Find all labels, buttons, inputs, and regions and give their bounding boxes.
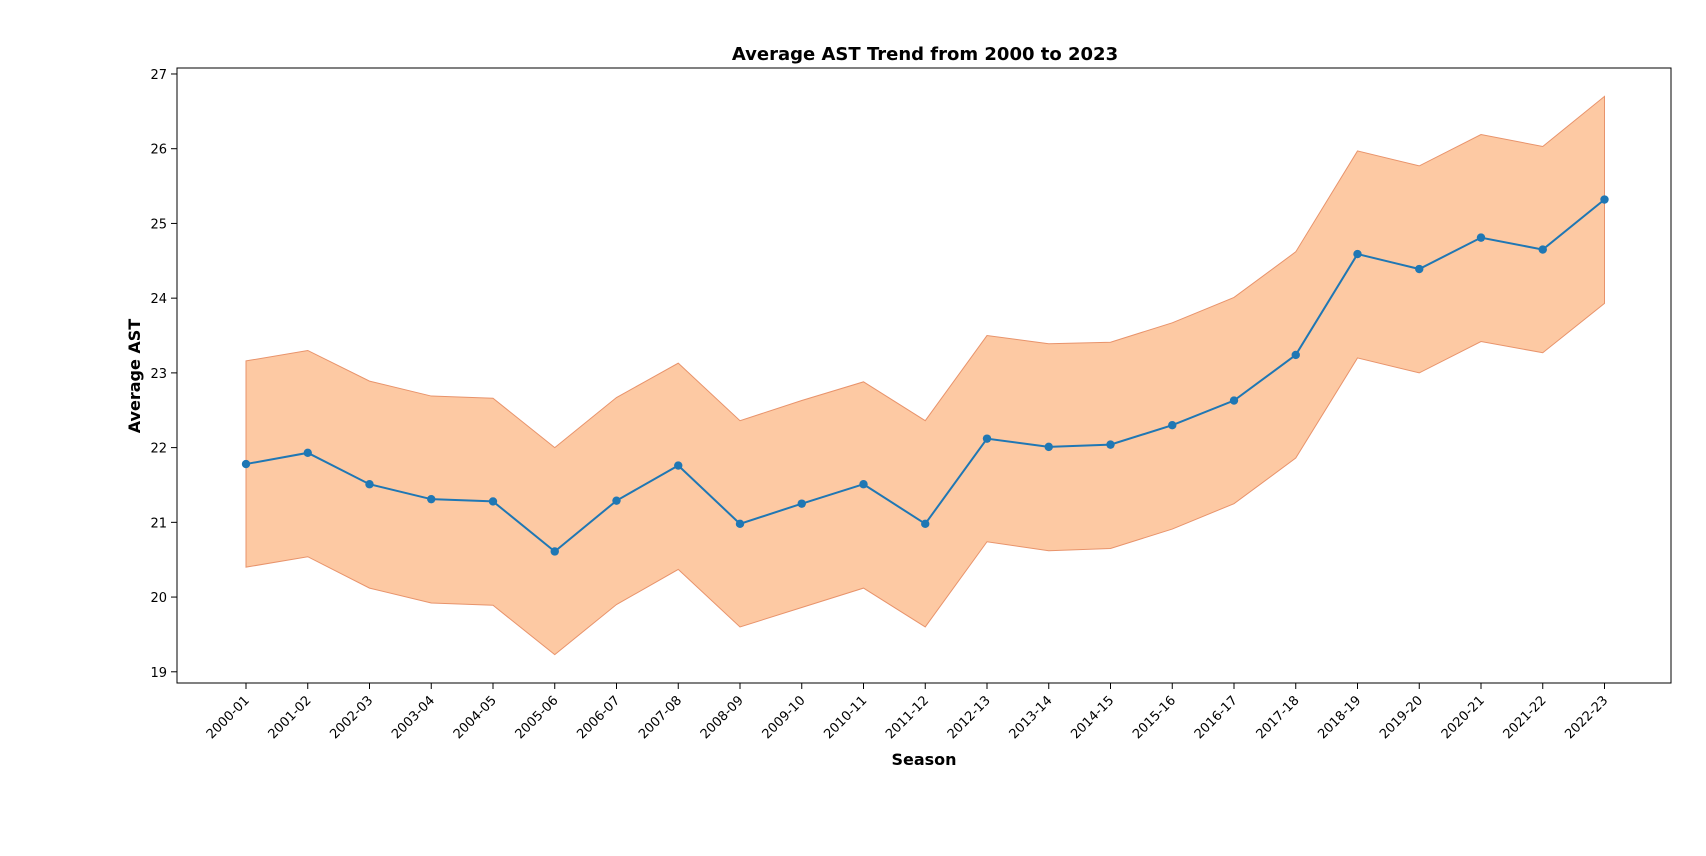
x-tick-label-2019-20: 2019-20: [1377, 693, 1426, 742]
x-tick-label-2009-10: 2009-10: [760, 693, 809, 742]
y-axis-label: Average AST: [125, 319, 144, 434]
confidence-band: [245, 95, 1605, 656]
y-axis-ticks: 19 20 21 22 23 24 25 26 27: [150, 68, 177, 681]
data-point-2016-17: [1229, 396, 1239, 405]
x-tick-label-2012-13: 2012-13: [945, 693, 994, 742]
y-tick-label-23: 23: [150, 367, 167, 382]
data-point-2019-20: [1415, 264, 1424, 274]
x-tick-label-2006-07: 2006-07: [574, 693, 623, 742]
data-point-2006-07: [612, 496, 621, 505]
data-point-2000-01: [241, 459, 251, 469]
data-point-2017-18: [1291, 350, 1300, 360]
data-point-2020-21: [1476, 233, 1486, 242]
data-point-2022-23: [1600, 195, 1609, 204]
data-point-2009-10: [797, 499, 806, 508]
x-tick-label-2011-12: 2011-12: [883, 693, 932, 742]
y-tick-label-21: 21: [150, 516, 167, 531]
data-point-2004-05: [488, 497, 498, 506]
x-tick-label-2001-02: 2001-02: [266, 693, 315, 742]
x-tick-label-2003-04: 2003-04: [389, 693, 438, 742]
y-tick-label-19: 19: [150, 666, 167, 681]
x-tick-label-2008-09: 2008-09: [698, 693, 747, 742]
y-tick-label-24: 24: [150, 292, 167, 307]
data-point-2002-03: [365, 480, 374, 489]
data-point-2018-19: [1353, 249, 1362, 259]
data-point-2010-11: [859, 480, 868, 489]
x-tick-label-2005-06: 2005-06: [513, 693, 562, 742]
x-tick-label-2022-23: 2022-23: [1562, 693, 1611, 742]
x-tick-label-2015-16: 2015-16: [1130, 693, 1179, 742]
data-point-2012-13: [982, 434, 992, 443]
confidence-band-area: [245, 95, 1605, 656]
data-point-2008-09: [735, 519, 745, 529]
x-tick-label-2020-21: 2020-21: [1439, 693, 1488, 742]
data-point-2011-12: [921, 519, 930, 529]
x-tick-label-2000-01: 2000-01: [204, 693, 253, 742]
y-tick-label-26: 26: [150, 143, 167, 158]
x-tick-label-2014-15: 2014-15: [1068, 693, 1117, 742]
data-point-2014-15: [1106, 440, 1115, 449]
x-axis-label: Season: [891, 750, 956, 769]
data-points: [241, 195, 1609, 556]
y-tick-label-20: 20: [150, 591, 167, 606]
x-tick-label-2013-14: 2013-14: [1007, 693, 1056, 742]
data-point-2013-14: [1044, 442, 1053, 452]
y-tick-label-22: 22: [150, 442, 167, 457]
data-point-2015-16: [1168, 420, 1177, 430]
chart-title: Average AST Trend from 2000 to 2023: [732, 44, 1118, 65]
x-tick-label-2002-03: 2002-03: [327, 693, 376, 742]
x-tick-label-2021-22: 2021-22: [1501, 693, 1550, 742]
data-point-2007-08: [674, 461, 683, 470]
plot-frame: [176, 67, 1672, 684]
x-tick-label-2016-17: 2016-17: [1192, 693, 1241, 742]
x-tick-label-2004-05: 2004-05: [451, 693, 500, 742]
data-point-2005-06: [550, 547, 559, 556]
x-axis-ticks: 2000-01 2001-02 2002-03 2003-04 2004-05 2005-…: [204, 683, 1611, 742]
y-tick-label-27: 27: [150, 68, 167, 83]
y-tick-label-25: 25: [150, 217, 167, 232]
data-point-2003-04: [427, 494, 436, 504]
data-point-2021-22: [1538, 245, 1547, 254]
x-tick-label-2018-19: 2018-19: [1315, 693, 1364, 742]
x-tick-label-2007-08: 2007-08: [636, 693, 685, 742]
x-tick-label-2017-18: 2017-18: [1254, 693, 1303, 742]
data-point-2001-02: [303, 448, 312, 458]
x-tick-label-2010-11: 2010-11: [821, 693, 870, 742]
